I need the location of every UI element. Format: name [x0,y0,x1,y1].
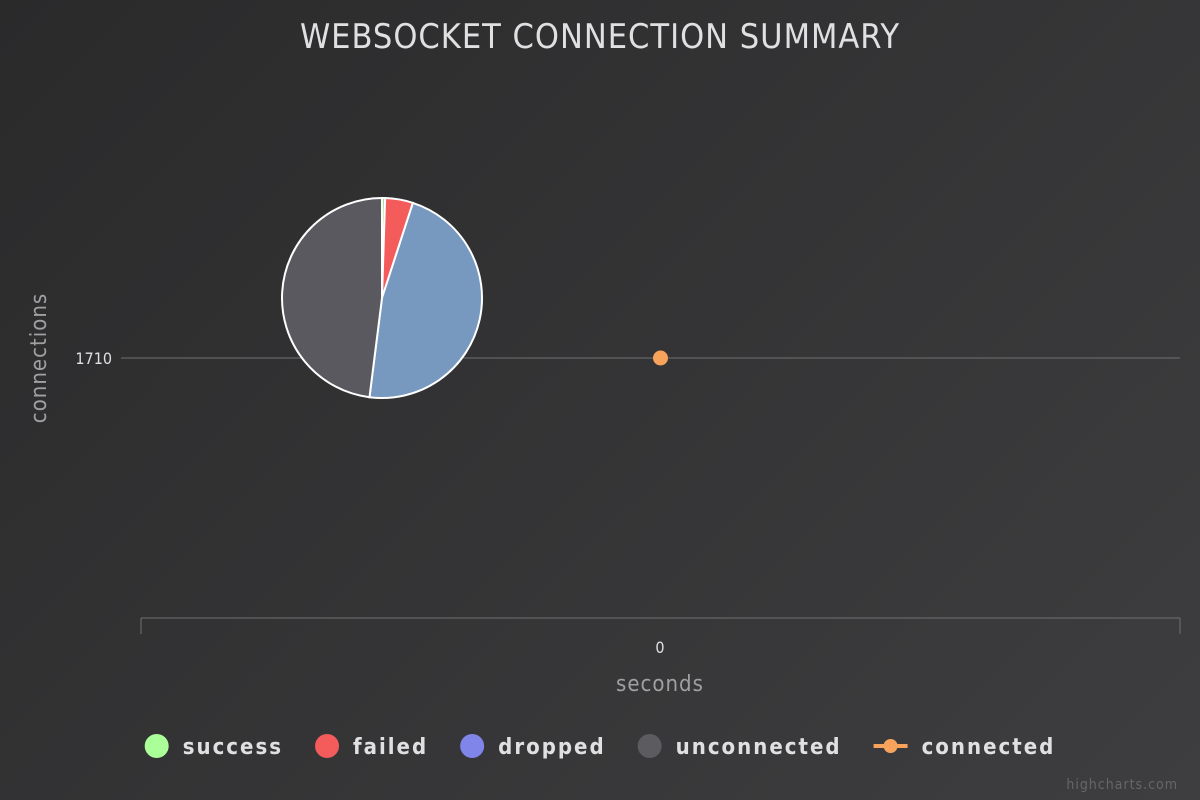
legend-label: dropped [498,735,605,760]
y-axis-title: connections [27,293,52,423]
legend-label: success [183,735,283,760]
legend: success failed dropped unconnected connected [144,734,1056,760]
legend-item-connected[interactable]: connected [873,735,1056,760]
pie-slice-unconnected[interactable] [281,196,383,399]
x-axis-line [140,617,1181,634]
legend-item-dropped[interactable]: dropped [460,734,605,760]
legend-label: failed [353,735,428,760]
legend-item-unconnected[interactable]: unconnected [637,734,842,760]
legend-label: unconnected [676,735,842,760]
chart-title: WEBSOCKET CONNECTION SUMMARY [300,17,900,57]
legend-circle-marker [637,734,662,758]
legend-label: connected [922,735,1056,760]
pie-chart [281,196,483,399]
pie-slice-dropped[interactable] [368,201,483,399]
data-point-connected[interactable] [653,350,668,366]
y-tick-label: 1710 [75,349,112,368]
legend-circle-marker [460,734,485,758]
line-series-connected [653,350,668,366]
credits-text[interactable]: highcharts.com [1066,777,1178,793]
x-tick-label: 0 [655,638,664,657]
legend-item-success[interactable]: success [144,734,283,760]
legend-circle-marker [883,739,898,753]
x-axis-title: seconds [616,672,704,697]
legend-item-failed[interactable]: failed [315,734,428,760]
legend-circle-marker [315,734,340,758]
legend-circle-marker [144,734,169,758]
